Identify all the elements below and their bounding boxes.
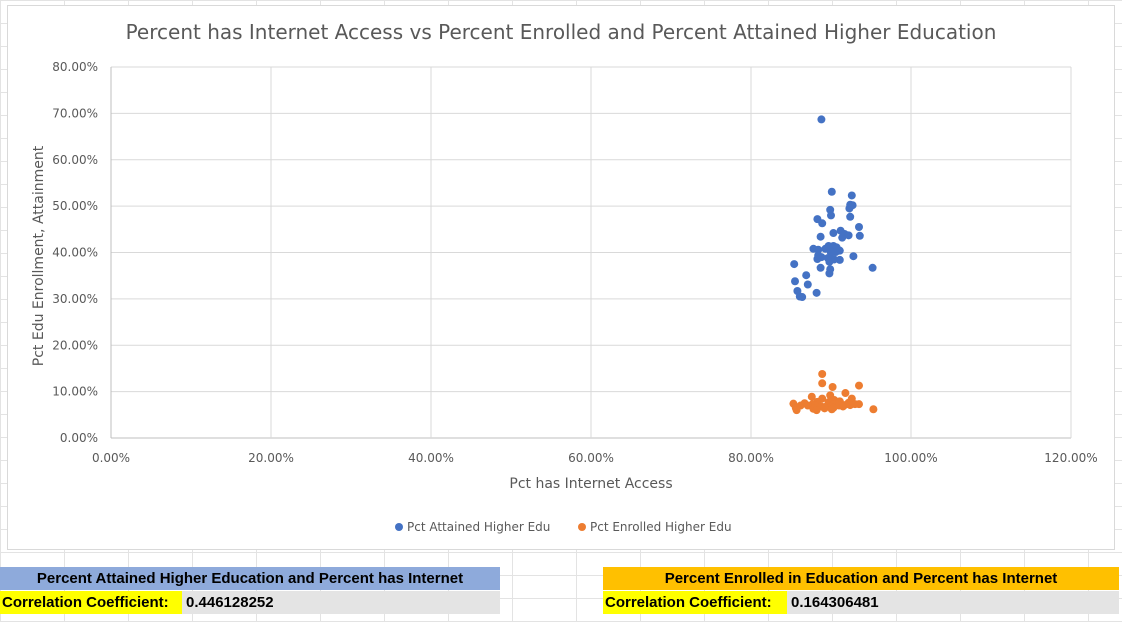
enrolled-point xyxy=(818,379,827,388)
attained-point xyxy=(846,212,855,221)
enrolled-correlation-value[interactable]: 0.164306481 xyxy=(787,591,1119,614)
enrolled-point xyxy=(828,382,837,391)
chart-title: Percent has Internet Access vs Percent E… xyxy=(126,20,997,44)
attained-point xyxy=(855,222,863,231)
y-tick-label: 0.00% xyxy=(60,431,98,445)
enrolled-point xyxy=(846,401,855,410)
x-axis-title: Pct has Internet Access xyxy=(509,476,672,492)
attained-correlation-label: Correlation Coefficient: xyxy=(0,591,182,614)
enrolled-point xyxy=(869,405,878,414)
attained-point xyxy=(813,254,822,263)
x-tick-label: 20.00% xyxy=(248,451,294,465)
x-tick-label: 100.00% xyxy=(884,451,937,465)
y-tick-label: 30.00% xyxy=(52,292,98,306)
enrolled-point xyxy=(818,370,827,379)
axis-ticks: 0.00% 10.00% 20.00% 30.00% 40.00% 50.00% 60.00… xyxy=(52,60,1097,465)
y-tick-label: 10.00% xyxy=(52,385,98,399)
attained-point xyxy=(798,293,807,302)
legend-marker-attained xyxy=(395,523,403,531)
y-axis-title: Pct Edu Enrollment, Attainment xyxy=(31,145,47,366)
y-tick-label: 40.00% xyxy=(52,246,98,260)
y-tick-label: 60.00% xyxy=(52,153,98,167)
y-tick-label: 50.00% xyxy=(52,199,98,213)
attained-point xyxy=(827,187,836,196)
y-tick-label: 80.00% xyxy=(52,60,98,74)
attained-point xyxy=(791,277,799,286)
enrolled-point xyxy=(855,381,863,390)
enrolled-point xyxy=(855,400,863,409)
y-tick-label: 20.00% xyxy=(52,338,98,352)
legend-label-enrolled: Pct Enrolled Higher Edu xyxy=(590,520,732,534)
enrolled-point xyxy=(841,389,850,398)
attained-point xyxy=(845,204,854,213)
scatter-chart: Percent has Internet Access vs Percent E… xyxy=(31,20,1098,534)
enrolled-point xyxy=(812,406,821,415)
attained-point xyxy=(844,231,853,240)
attained-correlation-header: Percent Attained Higher Education and Pe… xyxy=(0,567,500,590)
attained-correlation-value[interactable]: 0.446128252 xyxy=(182,591,500,614)
attained-point xyxy=(817,115,826,124)
gridlines xyxy=(110,66,1072,439)
enrolled-correlation-label: Correlation Coefficient: xyxy=(603,591,787,614)
attained-point xyxy=(838,233,847,242)
attained-point xyxy=(790,260,799,269)
enrolled-point xyxy=(827,405,836,414)
attained-point xyxy=(803,280,812,289)
attained-point xyxy=(816,263,825,272)
attained-point xyxy=(816,232,825,241)
attained-point xyxy=(868,263,877,272)
attained-point xyxy=(812,288,821,297)
legend: Pct Attained Higher Edu Pct Enrolled Hig… xyxy=(395,520,732,534)
attained-point xyxy=(847,191,856,200)
chart-area[interactable]: Percent has Internet Access vs Percent E… xyxy=(7,5,1115,550)
enrolled-point xyxy=(807,392,816,401)
x-tick-label: 40.00% xyxy=(408,451,454,465)
data-points xyxy=(789,115,878,415)
legend-marker-enrolled xyxy=(578,523,586,531)
attained-point xyxy=(802,271,811,280)
x-tick-label: 80.00% xyxy=(728,451,774,465)
attained-point xyxy=(849,252,858,261)
attained-point xyxy=(818,219,827,228)
attained-point xyxy=(829,229,838,238)
y-tick-label: 70.00% xyxy=(52,106,98,120)
legend-label-attained: Pct Attained Higher Edu xyxy=(407,520,550,534)
enrolled-point xyxy=(820,404,829,413)
x-tick-label: 120.00% xyxy=(1044,451,1097,465)
enrolled-point xyxy=(839,402,847,411)
attained-point xyxy=(825,257,834,266)
attained-point xyxy=(855,231,864,240)
attained-point xyxy=(827,211,835,220)
attained-point xyxy=(835,255,844,264)
attained-point xyxy=(814,245,823,254)
x-tick-label: 60.00% xyxy=(568,451,614,465)
attained-point xyxy=(825,269,834,278)
x-tick-label: 0.00% xyxy=(92,451,130,465)
enrolled-point xyxy=(792,406,801,415)
enrolled-correlation-header: Percent Enrolled in Education and Percen… xyxy=(603,567,1119,590)
